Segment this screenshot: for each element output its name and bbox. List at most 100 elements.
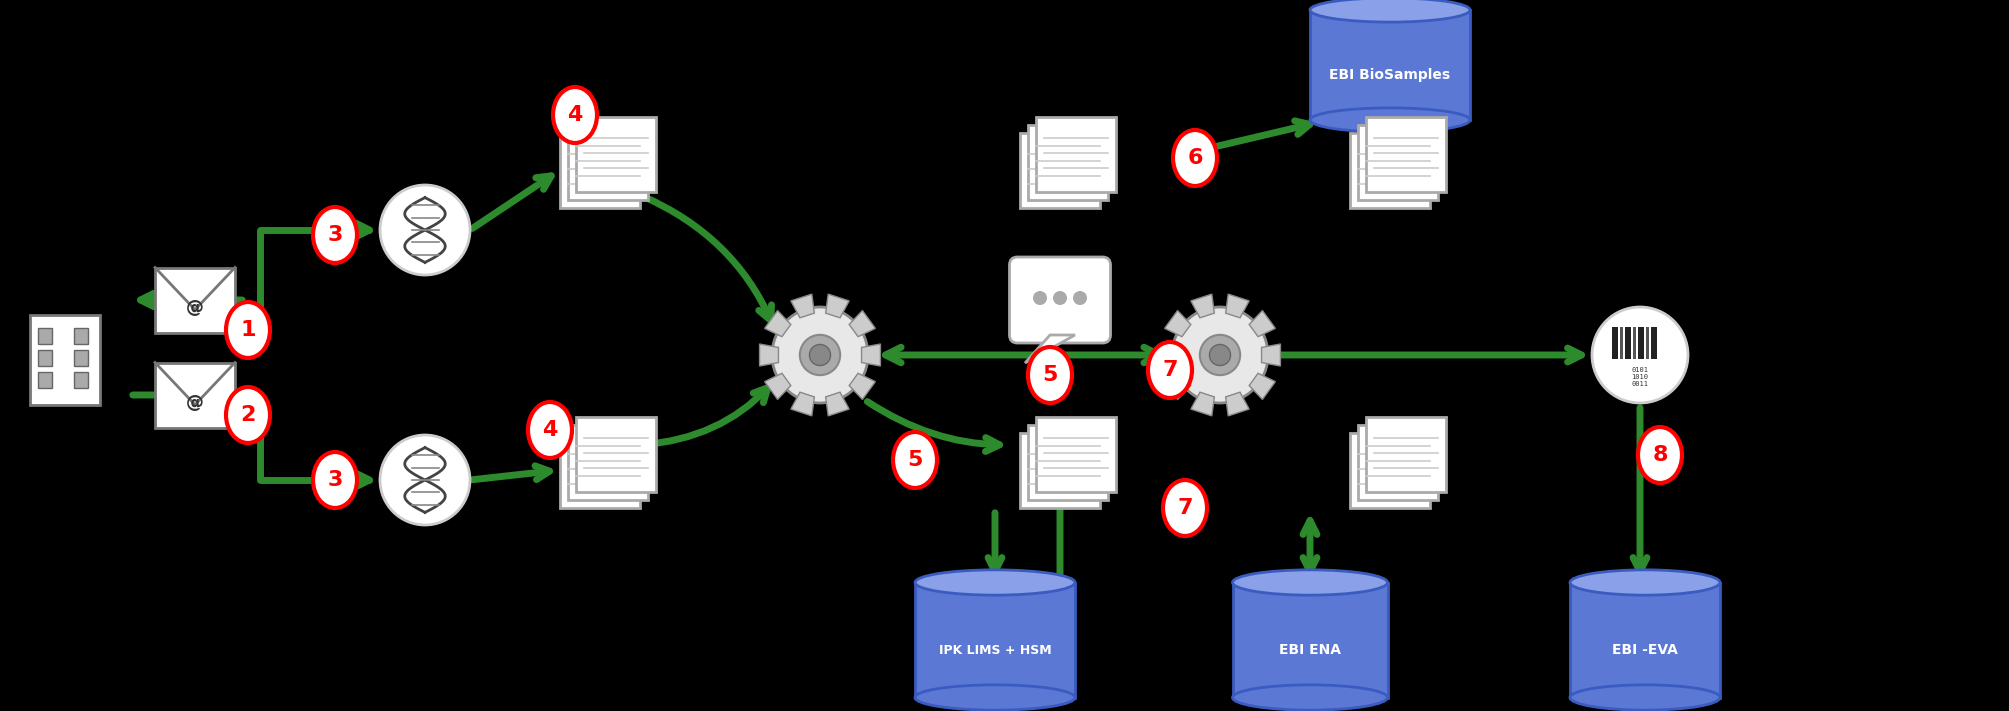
Bar	[577, 117, 657, 191]
Ellipse shape	[313, 452, 358, 508]
Bar	[1029, 424, 1109, 500]
Polygon shape	[1191, 294, 1213, 318]
Ellipse shape	[1637, 427, 1682, 483]
Text: 4: 4	[567, 105, 583, 125]
Bar	[1366, 417, 1446, 491]
Bar	[38, 350, 52, 366]
Circle shape	[1591, 307, 1688, 403]
Ellipse shape	[1569, 685, 1720, 710]
Circle shape	[1033, 291, 1047, 305]
Polygon shape	[1250, 311, 1276, 337]
Text: IPK LIMS + HSM: IPK LIMS + HSM	[938, 643, 1051, 656]
Text: 6: 6	[1187, 148, 1203, 168]
Ellipse shape	[528, 402, 573, 458]
Bar	[1366, 117, 1446, 191]
Bar	[1029, 124, 1109, 200]
Bar	[155, 363, 235, 427]
Circle shape	[1053, 291, 1067, 305]
Polygon shape	[862, 344, 880, 366]
Text: 7: 7	[1177, 498, 1193, 518]
Ellipse shape	[552, 87, 597, 143]
Bar	[914, 582, 1075, 697]
Polygon shape	[1262, 344, 1280, 366]
Bar	[1021, 132, 1101, 208]
Text: 2: 2	[241, 405, 255, 425]
Ellipse shape	[914, 570, 1075, 595]
Polygon shape	[792, 392, 814, 416]
Text: 3: 3	[327, 225, 344, 245]
Polygon shape	[1225, 392, 1250, 416]
Bar	[1625, 327, 1631, 359]
Polygon shape	[1025, 335, 1075, 363]
Bar	[1037, 417, 1117, 491]
Circle shape	[1199, 335, 1240, 375]
Text: 3: 3	[327, 470, 344, 490]
Ellipse shape	[1163, 480, 1207, 536]
Polygon shape	[826, 392, 850, 416]
Circle shape	[1209, 344, 1232, 365]
Bar	[1350, 432, 1430, 508]
Circle shape	[380, 185, 470, 275]
Ellipse shape	[1173, 130, 1217, 186]
Polygon shape	[850, 373, 876, 400]
Bar	[38, 328, 52, 344]
Text: 5: 5	[908, 450, 922, 470]
Bar	[1633, 327, 1635, 359]
Ellipse shape	[313, 207, 358, 263]
Circle shape	[380, 435, 470, 525]
Circle shape	[771, 307, 868, 403]
Ellipse shape	[225, 387, 269, 443]
Bar	[1645, 327, 1649, 359]
Ellipse shape	[1147, 342, 1191, 398]
Ellipse shape	[1029, 347, 1073, 403]
Circle shape	[810, 344, 830, 365]
Text: EBI ENA: EBI ENA	[1280, 643, 1340, 657]
Polygon shape	[1225, 294, 1250, 318]
Bar	[1358, 424, 1438, 500]
Bar	[1350, 132, 1430, 208]
Circle shape	[1171, 307, 1268, 403]
Bar	[1037, 117, 1117, 191]
Bar	[1569, 582, 1720, 697]
Text: 5: 5	[1043, 365, 1057, 385]
Ellipse shape	[1310, 0, 1471, 22]
Bar	[74, 350, 88, 366]
Bar	[577, 417, 657, 491]
Bar	[74, 372, 88, 388]
Circle shape	[1073, 291, 1087, 305]
Bar	[561, 432, 641, 508]
Text: EBI -EVA: EBI -EVA	[1611, 643, 1678, 657]
Ellipse shape	[225, 302, 269, 358]
Ellipse shape	[892, 432, 936, 488]
Bar	[1651, 327, 1657, 359]
Polygon shape	[826, 294, 850, 318]
Bar	[569, 424, 649, 500]
Bar	[1021, 432, 1101, 508]
Ellipse shape	[1232, 685, 1388, 710]
Polygon shape	[792, 294, 814, 318]
Polygon shape	[765, 311, 792, 337]
Ellipse shape	[1310, 108, 1471, 132]
FancyBboxPatch shape	[1009, 257, 1111, 343]
Polygon shape	[1165, 311, 1191, 337]
Text: 7: 7	[1163, 360, 1177, 380]
Polygon shape	[1159, 344, 1179, 366]
Text: EBI BioSamples: EBI BioSamples	[1330, 68, 1450, 82]
Polygon shape	[1250, 373, 1276, 400]
Text: 8: 8	[1651, 445, 1667, 465]
Text: @: @	[187, 394, 205, 412]
Polygon shape	[1165, 373, 1191, 400]
Ellipse shape	[1232, 570, 1388, 595]
Bar	[1232, 582, 1388, 697]
Ellipse shape	[1569, 570, 1720, 595]
Bar	[155, 267, 235, 333]
Bar	[561, 132, 641, 208]
Bar	[1310, 10, 1471, 120]
Polygon shape	[850, 311, 876, 337]
Bar	[1358, 124, 1438, 200]
Text: 0101
1010
0011: 0101 1010 0011	[1631, 367, 1649, 387]
Polygon shape	[759, 344, 777, 366]
Text: 1: 1	[241, 320, 255, 340]
Text: 4: 4	[542, 420, 559, 440]
Bar	[1611, 327, 1617, 359]
